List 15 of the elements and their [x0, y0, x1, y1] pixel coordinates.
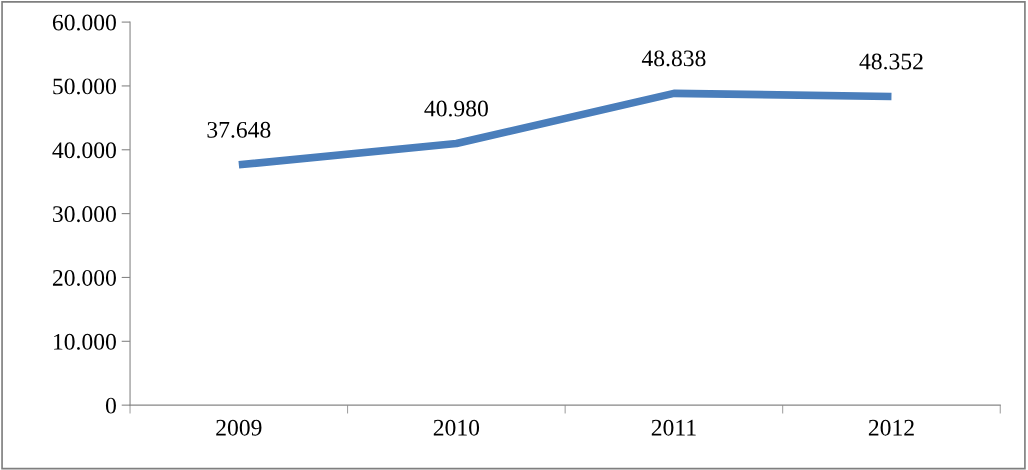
- x-tick-label: 2011: [651, 419, 696, 436]
- x-tick-label: 2012: [868, 419, 914, 436]
- data-label: 37.648: [207, 121, 271, 138]
- y-tick-label: 10.000: [53, 333, 116, 350]
- y-tick-label: 20.000: [52, 269, 116, 286]
- y-tick-label: 50.000: [53, 78, 116, 95]
- x-tick-label: 2010: [433, 419, 480, 436]
- y-tick-label: 0: [105, 397, 116, 414]
- data-label: 40.980: [424, 100, 488, 117]
- y-tick-label: 30.000: [53, 206, 116, 223]
- x-tick-label: 2009: [216, 419, 262, 436]
- data-label: 48.352: [859, 53, 923, 70]
- y-tick-label: 60.000: [52, 14, 116, 31]
- data-label: 48.838: [641, 50, 706, 67]
- y-tick-label: 40.000: [52, 142, 116, 159]
